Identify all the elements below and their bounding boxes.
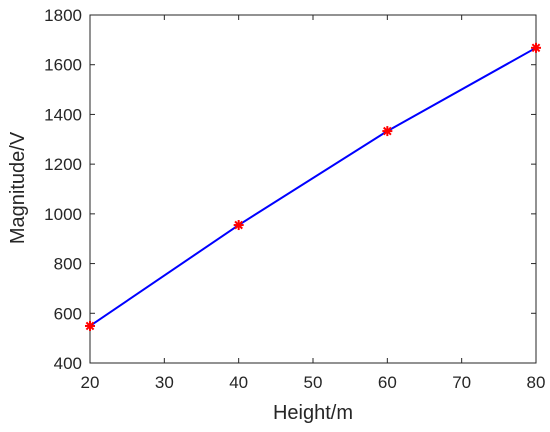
x-tick-label: 40 xyxy=(229,373,248,392)
data-point xyxy=(233,220,244,231)
y-tick-label: 1200 xyxy=(44,155,82,174)
x-tick-label: 60 xyxy=(378,373,397,392)
data-point xyxy=(85,320,95,331)
data-point xyxy=(382,126,393,137)
x-tick-label: 80 xyxy=(527,373,546,392)
plot-area xyxy=(89,14,537,364)
y-tick-label: 1600 xyxy=(44,56,82,75)
series-layer xyxy=(85,42,541,331)
ticks: 20 30 40 50 60 70 80 400 600 800 1000 1200 1400 1600 1… xyxy=(44,6,545,392)
axes-frame xyxy=(89,14,537,364)
y-tick-label: 1400 xyxy=(44,105,82,124)
y-axis-label: Magnitude/V xyxy=(7,131,29,244)
y-tick-label: 400 xyxy=(54,354,82,373)
y-tick-label: 1800 xyxy=(44,6,82,25)
y-tick-label: 800 xyxy=(54,255,82,274)
y-tick-label: 1000 xyxy=(44,205,82,224)
series-line xyxy=(89,46,537,327)
data-point xyxy=(531,42,541,53)
x-tick-label: 50 xyxy=(304,373,323,392)
x-tick-label: 30 xyxy=(155,373,174,392)
x-axis-label: Height/m xyxy=(273,402,353,424)
x-tick-label: 20 xyxy=(81,373,100,392)
y-tick-label: 600 xyxy=(54,304,82,323)
x-tick-label: 70 xyxy=(452,373,471,392)
